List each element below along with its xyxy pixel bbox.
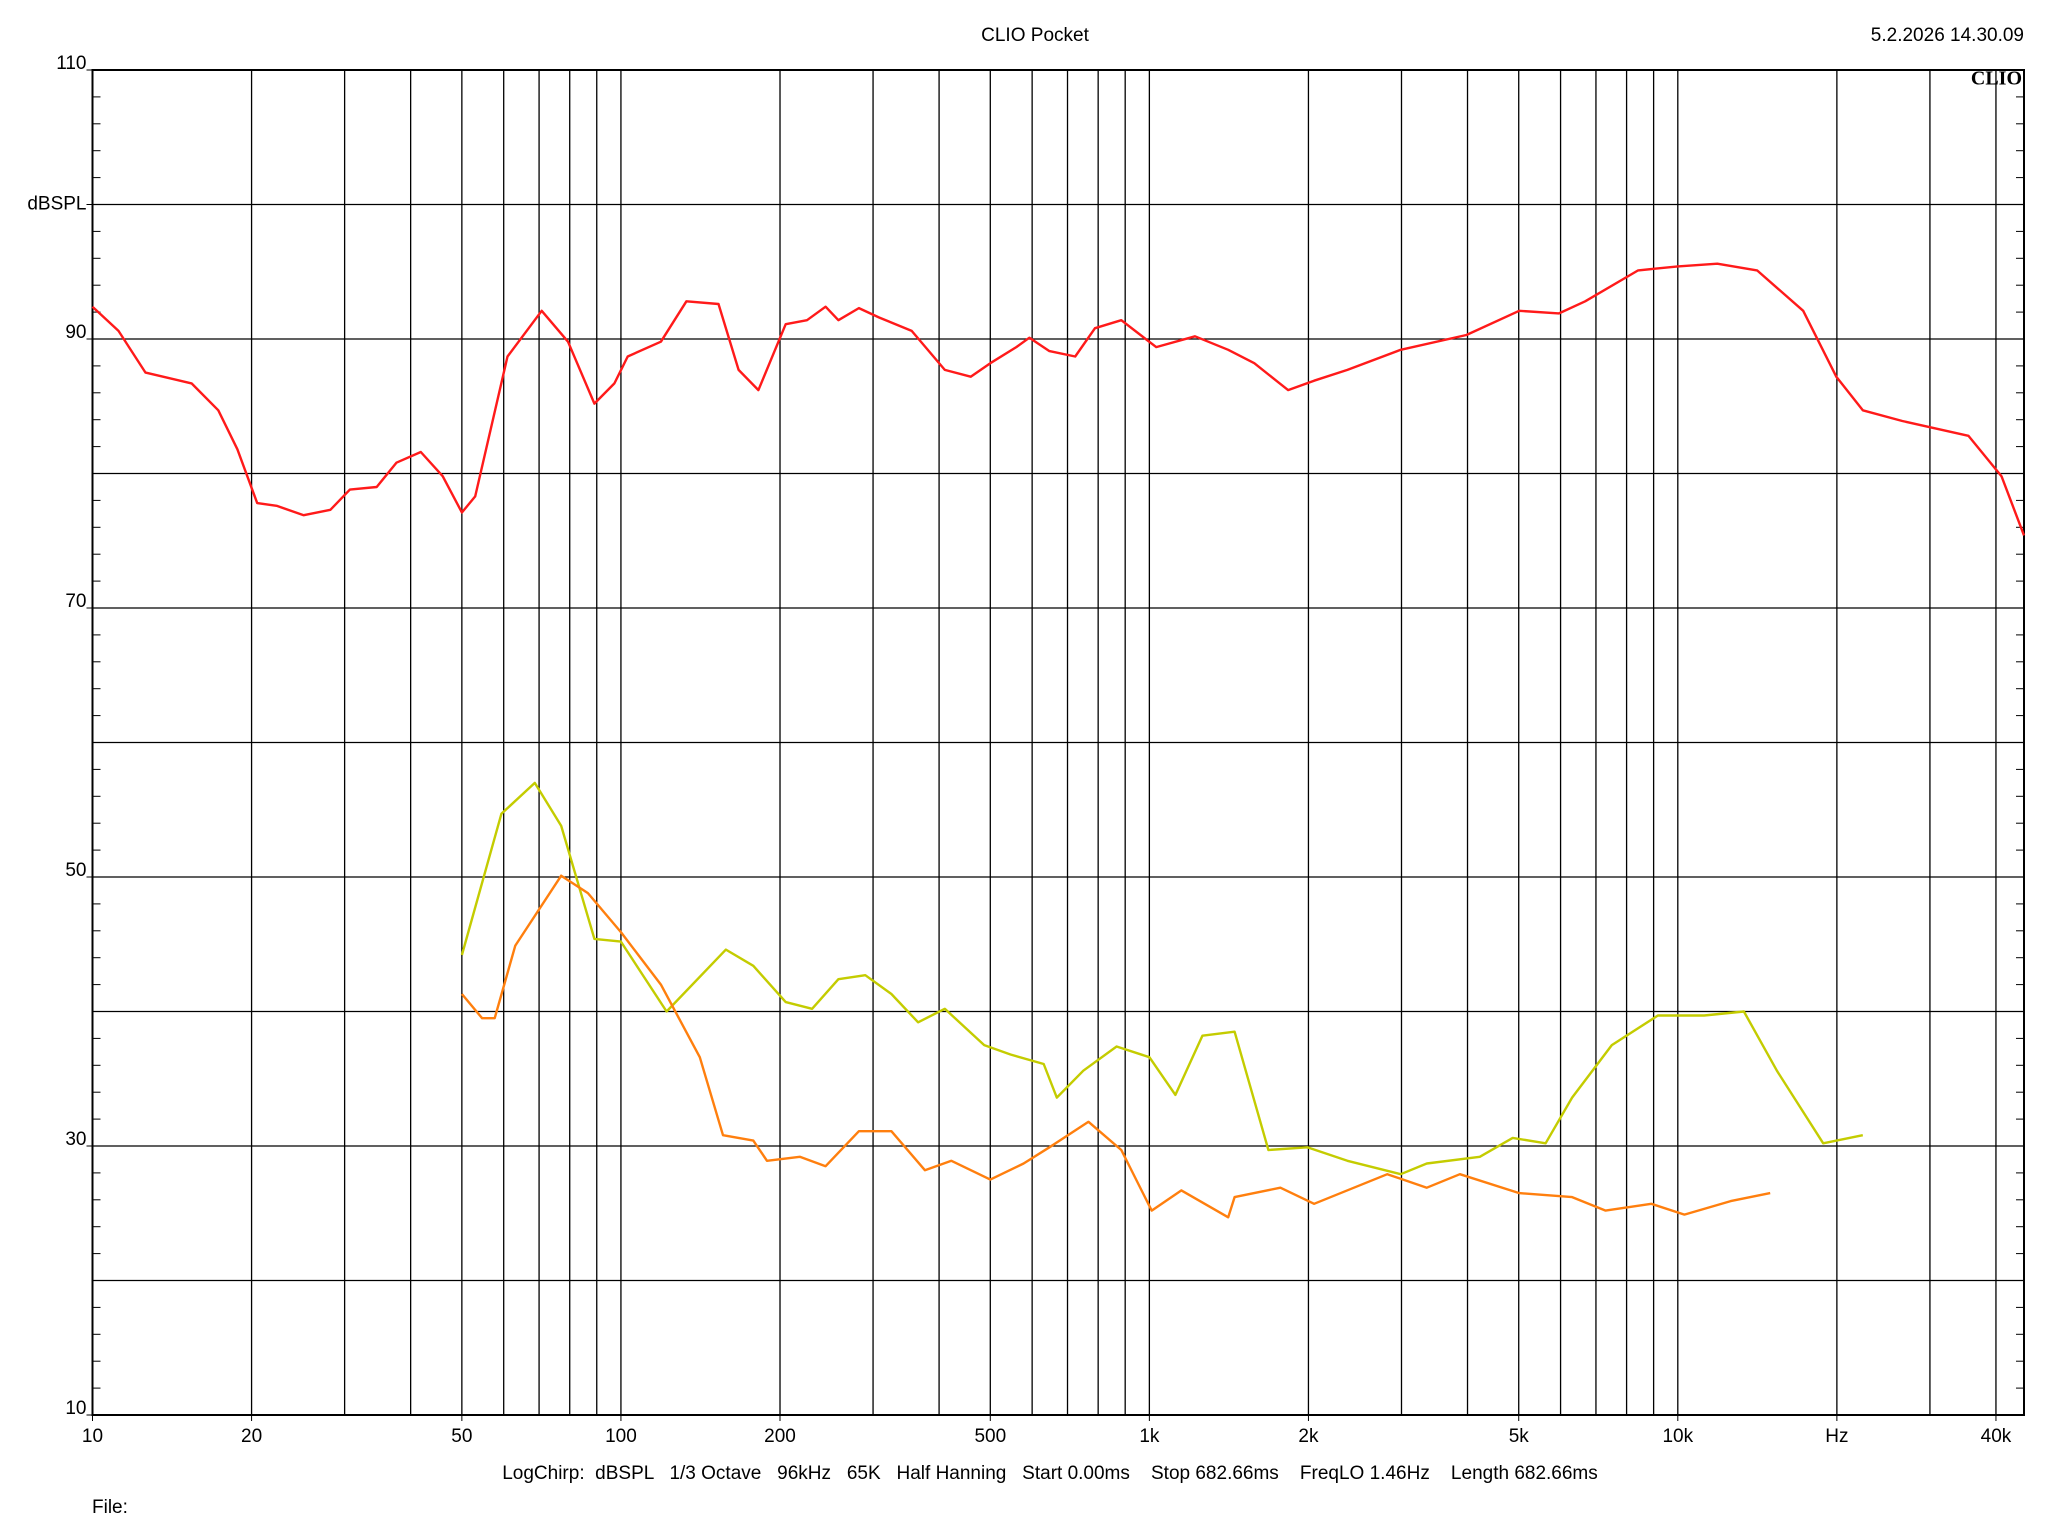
x-tick-label: 200 bbox=[764, 1426, 796, 1447]
y-tick-label: dBSPL bbox=[27, 194, 86, 215]
settings-footer: LogChirp: dBSPL 1/3 Octave 96kHz 65K Hal… bbox=[502, 1463, 1598, 1484]
series-line bbox=[460, 781, 1864, 1176]
y-tick-label: 70 bbox=[65, 591, 86, 612]
y-tick-label: 110 bbox=[56, 53, 86, 74]
series-line bbox=[91, 262, 2026, 536]
y-tick-label: 30 bbox=[65, 1129, 86, 1150]
x-tick-label: 100 bbox=[605, 1426, 637, 1447]
x-tick-label: 2k bbox=[1298, 1426, 1319, 1447]
chart-title: CLIO Pocket bbox=[981, 25, 1089, 46]
x-tick-label: 40k bbox=[1981, 1426, 2012, 1447]
y-tick-label: 10 bbox=[65, 1398, 86, 1419]
x-tick-label: 500 bbox=[974, 1426, 1006, 1447]
timestamp: 5.2.2026 14.30.09 bbox=[1871, 25, 2024, 46]
y-tick-label: 90 bbox=[65, 322, 86, 343]
x-tick-label: 1k bbox=[1139, 1426, 1160, 1447]
x-tick-label: 10 bbox=[82, 1426, 103, 1447]
y-tick-label: 50 bbox=[65, 860, 86, 881]
x-tick-label: 20 bbox=[241, 1426, 262, 1447]
x-tick-label: 10k bbox=[1662, 1426, 1693, 1447]
x-tick-label: 5k bbox=[1509, 1426, 1530, 1447]
x-tick-label: 50 bbox=[451, 1426, 472, 1447]
x-tick-label: Hz bbox=[1825, 1426, 1848, 1447]
file-label: File: bbox=[92, 1497, 128, 1518]
series-line bbox=[460, 874, 1771, 1219]
